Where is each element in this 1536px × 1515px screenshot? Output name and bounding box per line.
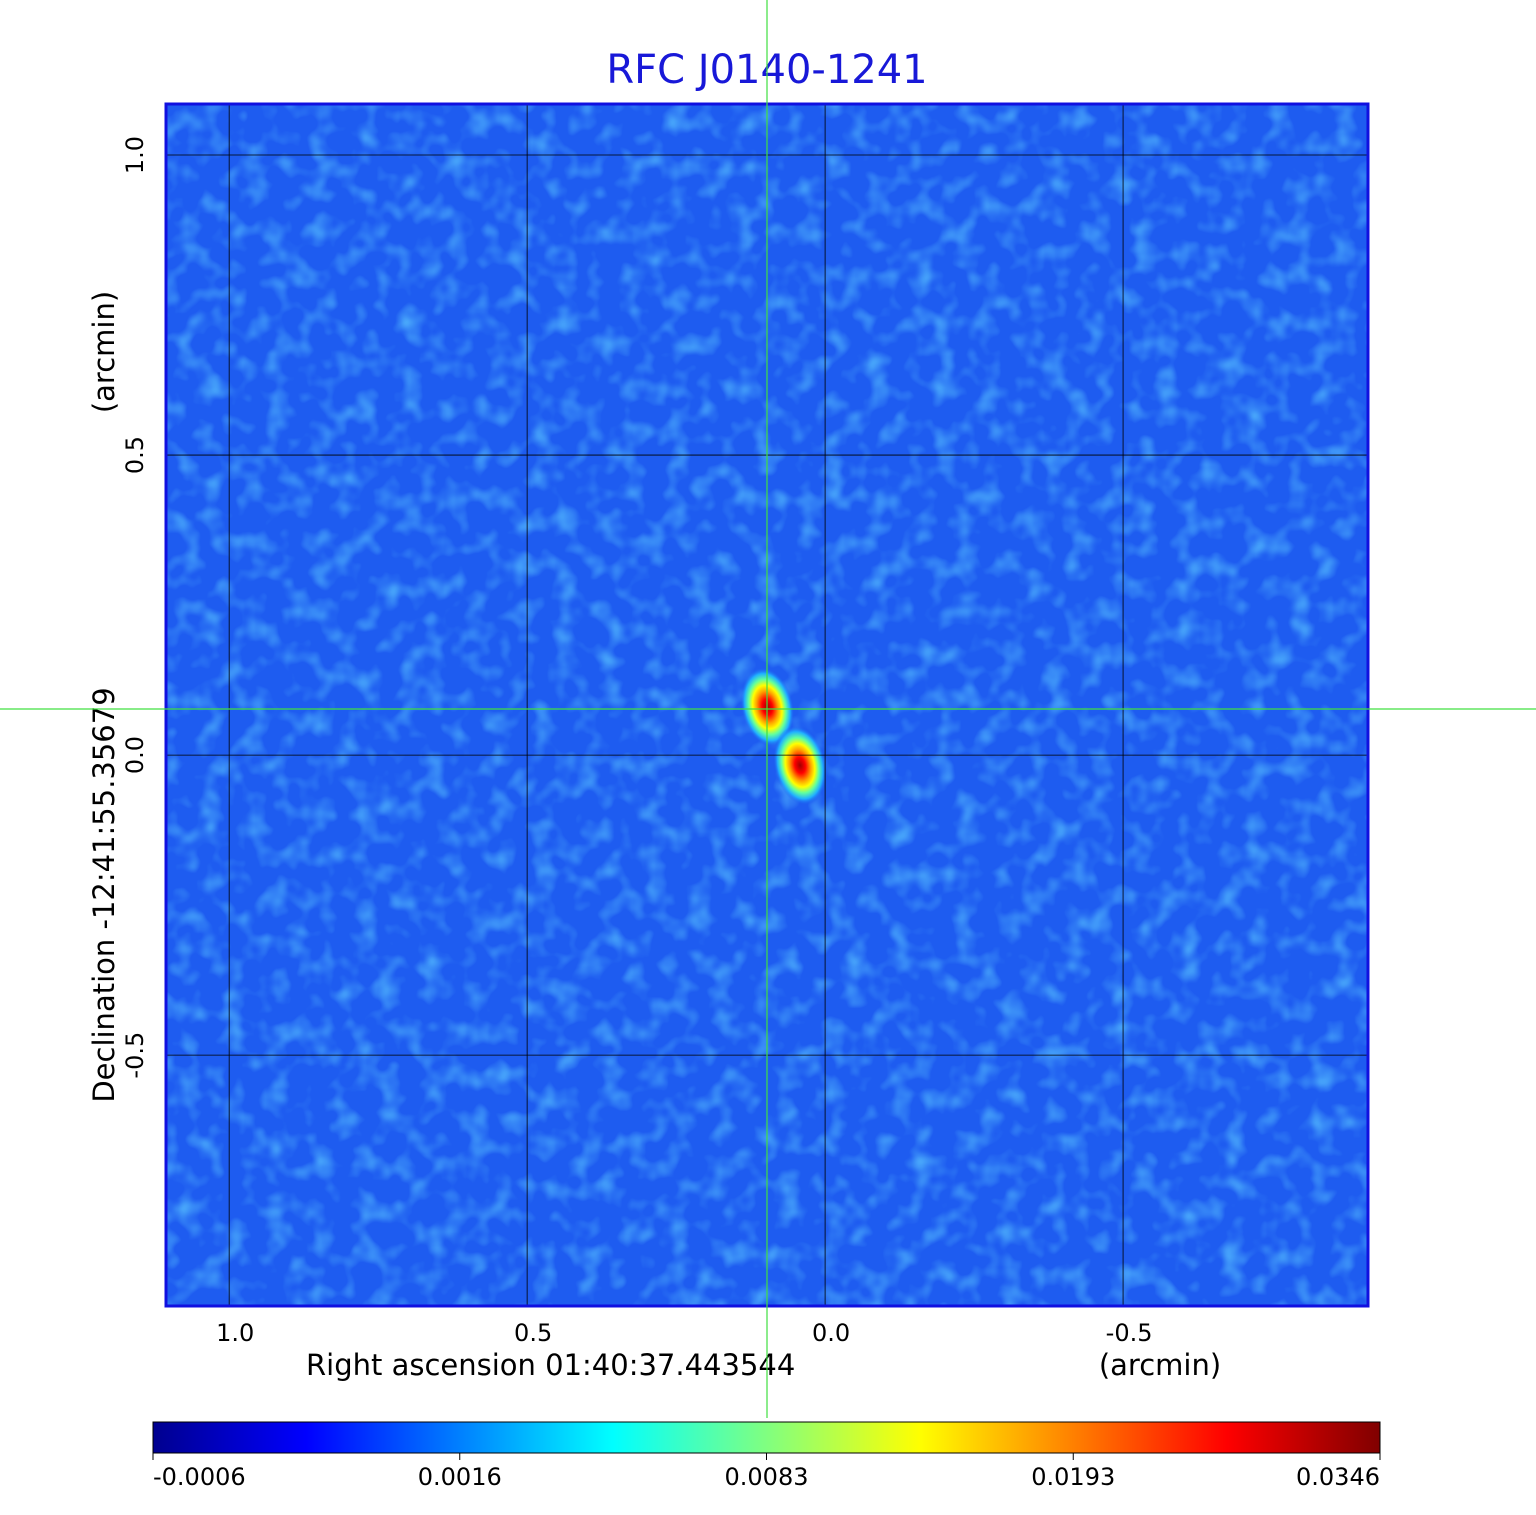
x-tick-label: -0.5	[1106, 1319, 1153, 1347]
y-tick-label: 0.0	[121, 736, 149, 774]
y-tick-label: 1.0	[121, 136, 149, 174]
colorbar-tick-label: -0.0006	[153, 1463, 246, 1491]
x-axis-label: Right ascension 01:40:37.443544	[306, 1348, 795, 1382]
y-axis-label: Declination -12:41:55.35679	[87, 687, 121, 1102]
colorbar-tick-label: 0.0016	[418, 1463, 502, 1491]
colorbar	[152, 1421, 1381, 1454]
source	[773, 725, 827, 805]
y-axis-unit: (arcmin)	[87, 291, 121, 413]
colorbar-tick-label: 0.0083	[725, 1463, 809, 1491]
x-axis-unit: (arcmin)	[1099, 1348, 1221, 1382]
colorbar-tick-label: 0.0193	[1031, 1463, 1115, 1491]
y-tick-label: 0.5	[121, 436, 149, 474]
x-tick-label: 1.0	[216, 1319, 254, 1347]
y-tick-label: -0.5	[121, 1032, 149, 1079]
x-tick-label: 0.0	[812, 1319, 850, 1347]
x-tick-label: 0.5	[514, 1319, 552, 1347]
colorbar-tick-label: 0.0346	[1296, 1463, 1380, 1491]
